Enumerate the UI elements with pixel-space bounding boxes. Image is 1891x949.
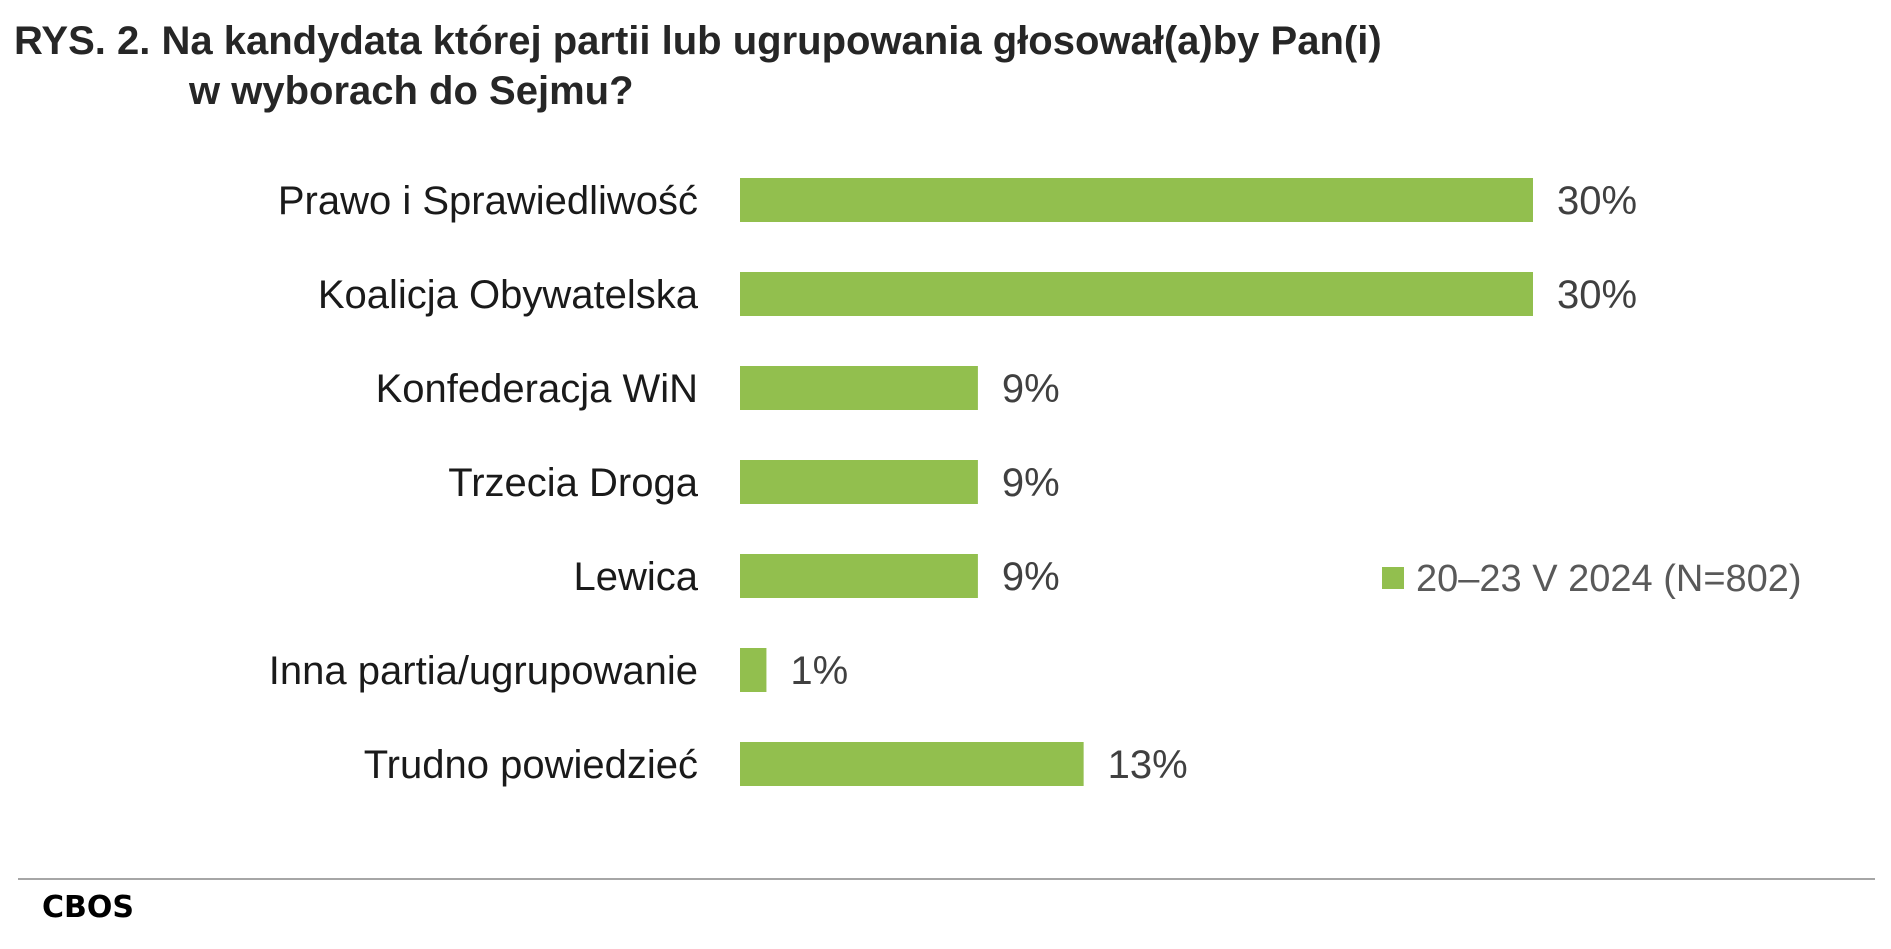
bar: [740, 366, 978, 410]
category-label: Trudno powiedzieć: [364, 743, 698, 787]
category-label: Trzecia Droga: [448, 461, 698, 505]
data-label: 13%: [1108, 743, 1188, 787]
bar: [740, 272, 1533, 316]
bar: [740, 742, 1084, 786]
bar: [740, 460, 978, 504]
chart-title: RYS. 2. Na kandydata której partii lub u…: [14, 16, 1382, 116]
data-label: 9%: [1002, 555, 1060, 599]
category-label: Inna partia/ugrupowanie: [269, 649, 698, 693]
source-label: CBOS: [42, 890, 134, 925]
legend-label: 20–23 V 2024 (N=802): [1416, 558, 1802, 600]
data-label: 9%: [1002, 461, 1060, 505]
bar-chart: Prawo i Sprawiedliwość 30% Koalicja Obywat…: [269, 178, 1802, 787]
category-label: Koalicja Obywatelska: [318, 273, 699, 317]
legend: 20–23 V 2024 (N=802): [1382, 558, 1802, 600]
data-label: 1%: [790, 649, 848, 693]
bar: [740, 178, 1533, 222]
data-label: 30%: [1557, 273, 1637, 317]
bar: [740, 648, 767, 692]
chart-title-line-1: RYS. 2. Na kandydata której partii lub u…: [14, 19, 1382, 63]
bar: [740, 554, 978, 598]
category-label: Prawo i Sprawiedliwość: [278, 179, 698, 223]
footer-divider: [18, 878, 1875, 880]
chart-title-line-2: w wyborach do Sejmu?: [189, 69, 634, 113]
category-label: Konfederacja WiN: [376, 367, 698, 411]
data-label: 30%: [1557, 179, 1637, 223]
category-label: Lewica: [573, 555, 698, 599]
data-label: 9%: [1002, 367, 1060, 411]
bars-group: Prawo i Sprawiedliwość 30% Koalicja Obywat…: [269, 178, 1637, 787]
legend-swatch: [1382, 567, 1404, 589]
